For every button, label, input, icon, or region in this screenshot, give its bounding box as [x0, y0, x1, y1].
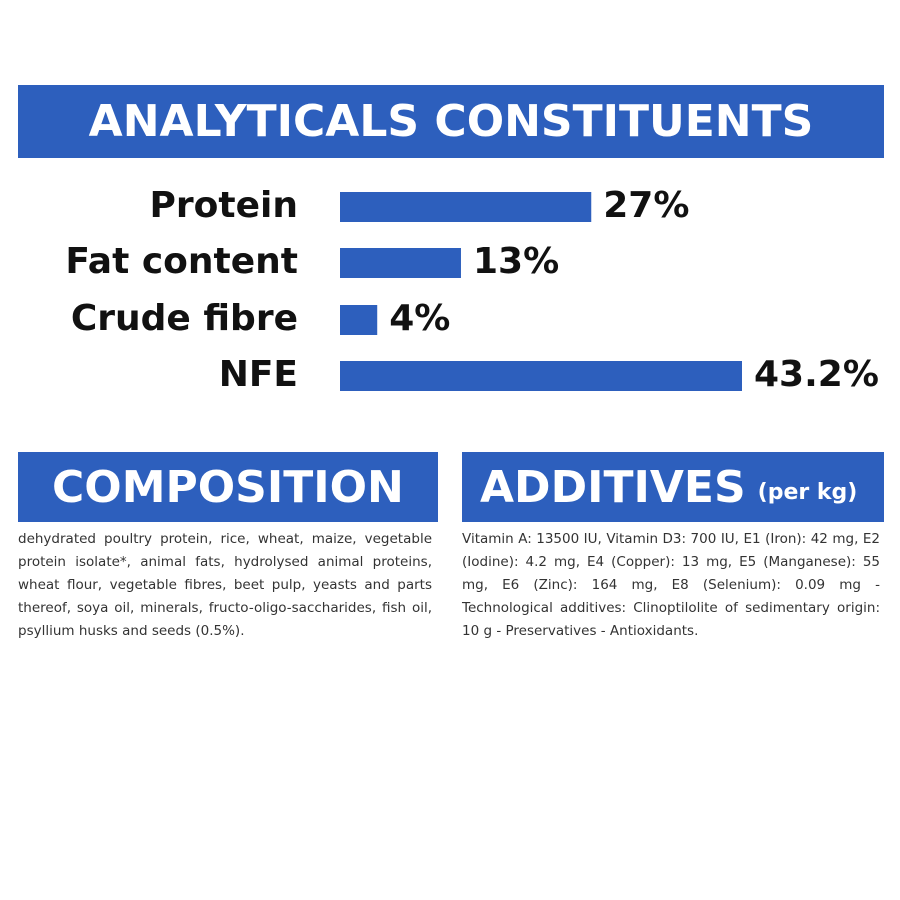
additives-subtitle: (per kg): [757, 479, 858, 505]
chart: Protein 27% Fat content 13% Crude fibre 4% NFE…: [65, 185, 879, 395]
value-label: 43.2%: [754, 354, 879, 395]
bar: [340, 248, 461, 278]
value-label: 4%: [389, 298, 450, 339]
composition-title: COMPOSITION: [18, 452, 438, 522]
category-label: Crude fibre: [71, 298, 298, 339]
additives-header: ADDITIVES (per kg): [462, 452, 884, 522]
value-label: 27%: [603, 185, 689, 226]
additives-text: Vitamin A: 13500 IU, Vitamin D3: 700 IU,…: [462, 531, 880, 639]
additives-title: ADDITIVES: [480, 461, 746, 513]
chart-title: ANALYTICALS CONSTITUENTS: [18, 85, 884, 158]
composition-text: dehydrated poultry protein, rice, wheat,…: [18, 531, 432, 639]
bar: [340, 192, 592, 222]
category-label: Protein: [150, 185, 298, 226]
category-label: Fat content: [65, 241, 298, 282]
value-label: 13%: [473, 241, 559, 282]
bar: [340, 305, 378, 335]
bar: [340, 361, 742, 391]
category-label: NFE: [219, 354, 298, 395]
